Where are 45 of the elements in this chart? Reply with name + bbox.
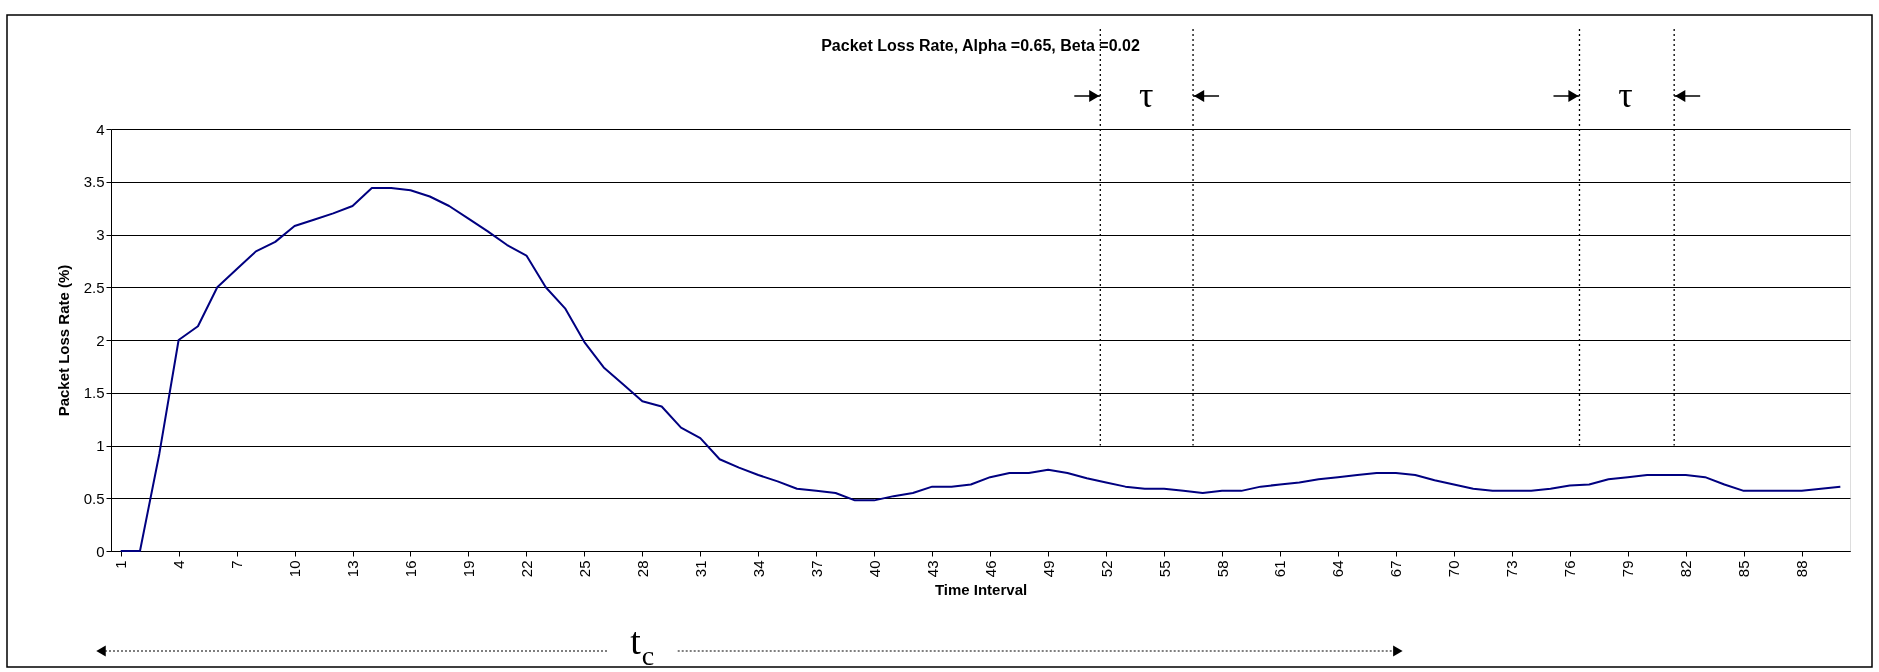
x-tick-label: 25 xyxy=(575,560,593,578)
y-tick-label: 3.5 xyxy=(83,173,105,191)
x-tick-label: 43 xyxy=(923,560,941,578)
x-tick-label: 16 xyxy=(401,560,419,578)
line-series xyxy=(119,187,1842,552)
y-tick-label: 0.5 xyxy=(83,489,105,507)
ref-line-label: τ xyxy=(1139,75,1154,115)
x-tick-label: 22 xyxy=(517,560,535,578)
x-tick-label: 73 xyxy=(1503,560,1521,578)
x-tick-label: 13 xyxy=(344,560,362,578)
x-tick-label: 64 xyxy=(1329,560,1347,578)
x-axis-title: Time Interval xyxy=(934,581,1028,599)
x-tick-label: 61 xyxy=(1271,560,1289,578)
x-tick-label: 49 xyxy=(1039,560,1057,578)
x-tick-label: 7 xyxy=(228,560,246,569)
x-tick-label: 58 xyxy=(1213,560,1231,578)
x-tick-label: 10 xyxy=(286,560,304,578)
y-tick-label: 4 xyxy=(96,120,105,138)
x-tick-label: 28 xyxy=(633,560,651,578)
x-tick-label: 82 xyxy=(1677,560,1695,578)
y-tick-label: 1.5 xyxy=(83,384,105,402)
x-tick-label: 40 xyxy=(865,560,883,578)
y-axis-title: Packet Loss Rate (%) xyxy=(54,264,72,417)
x-tick-label: 70 xyxy=(1445,560,1463,578)
x-tick-label: 88 xyxy=(1793,560,1811,578)
x-tick-label: 1 xyxy=(112,560,130,569)
x-tick-label: 46 xyxy=(981,560,999,578)
x-tick-label: 85 xyxy=(1735,560,1753,578)
x-tick-label: 37 xyxy=(807,560,825,578)
y-tick-label: 3 xyxy=(96,226,105,243)
x-tick-label: 76 xyxy=(1561,560,1579,578)
x-tick-label: 34 xyxy=(749,560,767,578)
x-tick-label: 31 xyxy=(691,560,709,578)
y-tick-label: 1 xyxy=(96,437,105,454)
x-tick-label: 52 xyxy=(1097,560,1115,578)
y-tick-label: 0 xyxy=(96,542,105,560)
x-tick-label: 67 xyxy=(1387,560,1405,578)
chart-title: Packet Loss Rate, Alpha =0.65, Beta =0.02 xyxy=(821,37,1140,54)
x-tick-label: 19 xyxy=(459,560,477,578)
x-tick-label: 55 xyxy=(1155,560,1173,578)
y-tick-label: 2.5 xyxy=(83,278,105,296)
ref-line-label: τ xyxy=(1618,75,1633,115)
x-tick-label: 79 xyxy=(1619,560,1637,578)
x-tick-label: 4 xyxy=(170,560,188,569)
y-tick-label: 2 xyxy=(96,331,105,349)
